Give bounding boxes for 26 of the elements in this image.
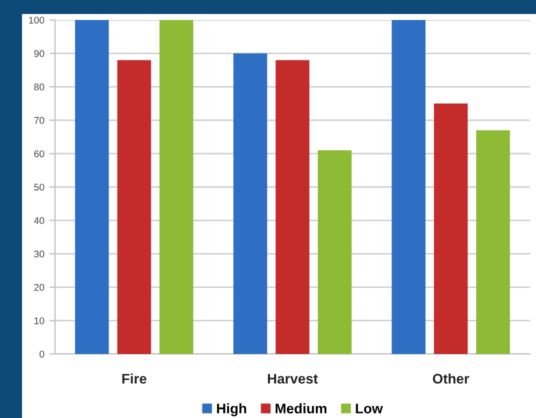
y-tick-label: 60 <box>34 150 44 158</box>
y-tick-label: 50 <box>34 184 44 191</box>
y-tick-label: 100 <box>29 16 44 24</box>
y-tick-label: 20 <box>34 284 44 291</box>
y-tick-label: 90 <box>34 50 44 58</box>
y-tick-label: 80 <box>34 84 44 90</box>
bar <box>117 60 152 354</box>
x-tick-label: Fire <box>122 373 146 384</box>
bar <box>476 130 510 354</box>
bar <box>160 20 194 354</box>
bar <box>392 20 426 354</box>
y-tick-label: 30 <box>34 250 44 258</box>
legend-label: Low <box>356 404 383 414</box>
bar <box>276 60 310 354</box>
x-tick-label: Other <box>432 373 470 384</box>
y-tick-label: 70 <box>34 116 44 124</box>
bar <box>233 53 268 354</box>
bar <box>434 104 468 354</box>
y-tick-label: 40 <box>34 217 44 224</box>
x-tick-label: Harvest <box>268 374 318 384</box>
legend-label: High <box>217 403 246 416</box>
bar <box>318 150 352 354</box>
bar <box>75 20 109 354</box>
legend-label: Medium <box>276 403 326 414</box>
y-tick-label: 10 <box>34 317 44 324</box>
y-tick-label: 0 <box>40 350 44 358</box>
